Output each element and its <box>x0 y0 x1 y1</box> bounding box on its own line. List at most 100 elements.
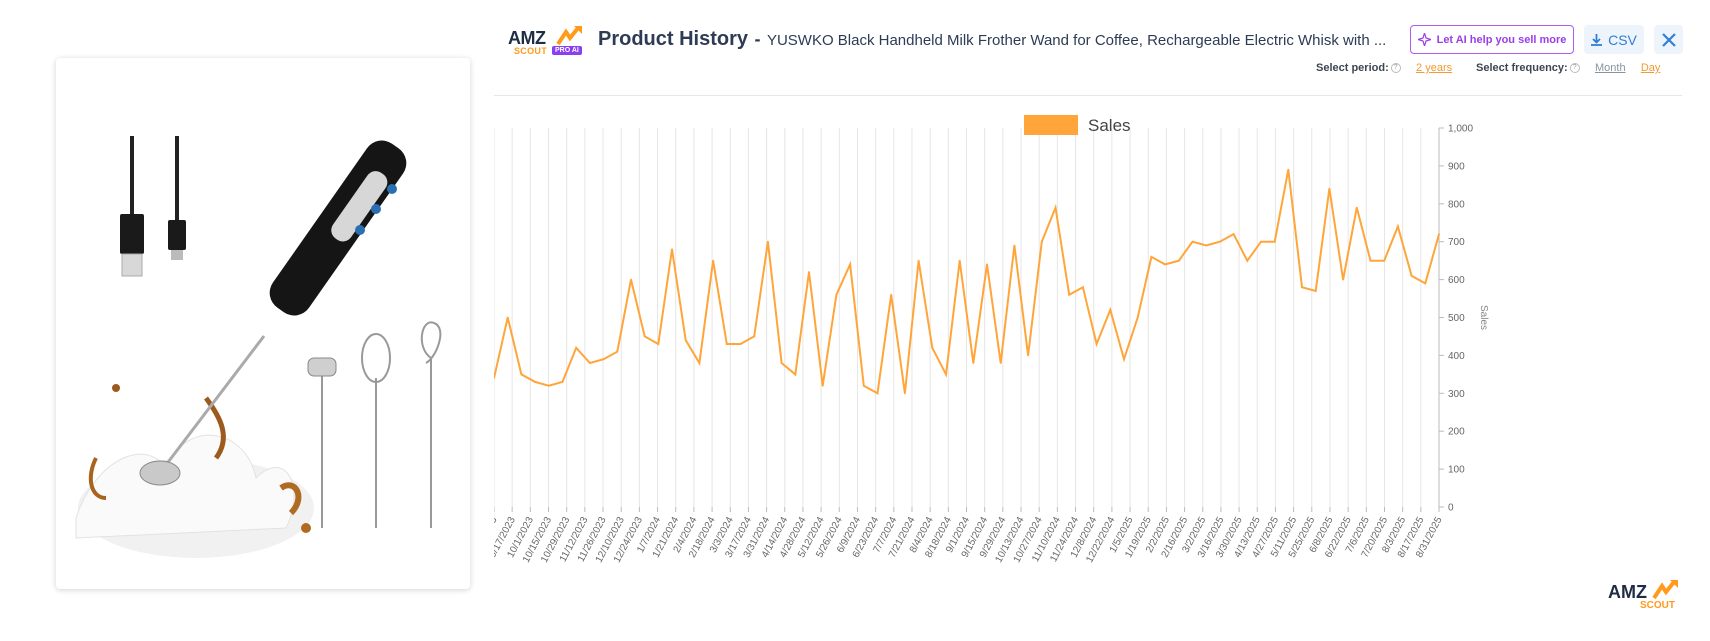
sales-data-point <box>630 278 632 281</box>
sales-data-point <box>1355 206 1358 209</box>
sales-data-point <box>1218 240 1221 243</box>
sales-data-point <box>849 263 851 266</box>
sales-data-point <box>1177 259 1180 262</box>
header-divider <box>494 95 1682 96</box>
sales-data-point <box>1095 343 1098 345</box>
y-axis-label: Sales <box>1478 305 1489 330</box>
legend-label-sales: Sales <box>1088 116 1131 135</box>
y-tick-label: 400 <box>1448 351 1465 362</box>
logo-arrow-icon <box>556 26 582 46</box>
y-axis: 0 100 200 300 400 500 600 700 800 900 1,000 <box>1438 124 1473 514</box>
close-button[interactable] <box>1654 25 1683 54</box>
sales-data-point <box>1027 354 1030 357</box>
sales-data-point <box>1301 286 1303 289</box>
amzscout-pro-ai-logo: AMZ SCOUT PRO AI <box>508 24 590 58</box>
sparkle-icon <box>1417 33 1431 46</box>
logo-text: AMZ <box>508 28 546 48</box>
sales-data-point <box>1040 240 1043 243</box>
sales-data-point <box>890 293 893 296</box>
sales-data-point <box>1123 358 1125 361</box>
sales-data-points <box>494 168 1440 395</box>
product-image-card <box>56 58 470 589</box>
sales-data-point <box>821 384 824 387</box>
page-title: Product History - YUSWKO Black Handheld … <box>598 28 1398 51</box>
sales-data-point <box>931 346 934 349</box>
page-title-main: Product History <box>598 28 749 50</box>
frequency-help-icon[interactable]: ? <box>1569 63 1580 74</box>
ai-sell-more-button[interactable]: Let AI help you sell more <box>1410 25 1574 54</box>
csv-label: CSV <box>1608 31 1637 48</box>
sales-data-point <box>494 377 495 380</box>
y-tick-label: 600 <box>1448 275 1465 286</box>
sales-data-point <box>1314 290 1317 292</box>
sales-data-point <box>602 358 605 361</box>
sales-data-point <box>712 259 715 262</box>
footer-logo-sub: SCOUT <box>1640 600 1675 611</box>
y-tick-label: 100 <box>1448 465 1465 476</box>
sales-data-point <box>767 240 769 243</box>
sales-data-point <box>1150 255 1153 258</box>
whisk-attachments-illustration <box>307 321 442 528</box>
sales-data-point <box>1068 293 1071 296</box>
sales-data-point <box>808 271 810 273</box>
y-tick-label: 1,000 <box>1448 124 1473 135</box>
sales-series-line <box>494 169 1440 395</box>
product-image <box>75 136 442 558</box>
sales-data-point <box>972 362 975 364</box>
y-tick-label: 0 <box>1448 503 1454 514</box>
sales-data-point <box>506 316 509 319</box>
sales-data-point <box>958 259 961 262</box>
frequency-option-day[interactable]: Day <box>1640 62 1661 74</box>
legend-swatch-sales <box>1024 115 1078 135</box>
sales-data-point <box>684 339 687 342</box>
sales-data-point <box>1438 233 1440 236</box>
close-icon <box>1661 32 1676 47</box>
sales-data-point <box>1246 259 1249 262</box>
sales-data-point <box>643 335 646 338</box>
chart-legend[interactable]: Sales <box>1024 115 1131 135</box>
frequency-label: Select frequency: <box>1476 62 1568 74</box>
milk-splash-illustration <box>75 384 314 558</box>
pro-ai-badge: PRO AI <box>552 46 582 55</box>
y-tick-label: 700 <box>1448 237 1465 248</box>
frequency-option-month[interactable]: Month <box>1594 62 1626 74</box>
x-axis: 9/3/20239/17/202310/1/202310/15/202310/2… <box>494 507 1445 565</box>
sales-data-point <box>999 362 1002 364</box>
ai-button-label: Let AI help you sell more <box>1436 33 1567 46</box>
sales-data-point <box>1164 263 1166 266</box>
sales-data-point <box>1287 168 1290 171</box>
y-tick-label: 800 <box>1448 199 1465 210</box>
sales-data-point <box>534 381 536 383</box>
footer-logo-text: AMZ <box>1608 582 1647 602</box>
period-option-2-years[interactable]: 2 years <box>1416 62 1453 74</box>
sales-data-point <box>671 248 673 251</box>
sales-data-point <box>794 373 797 376</box>
y-tick-label: 300 <box>1448 389 1465 400</box>
sales-data-point <box>1273 240 1276 243</box>
usb-cable-illustration <box>120 136 186 277</box>
period-help-icon[interactable]: ? <box>1390 63 1401 74</box>
sales-data-point <box>616 350 619 353</box>
sales-data-point <box>753 335 756 338</box>
sales-data-point <box>725 343 728 345</box>
sales-data-point <box>1205 244 1208 247</box>
title-separator: - <box>754 29 761 49</box>
y-tick-label: 500 <box>1448 313 1465 324</box>
sales-data-point <box>986 263 988 266</box>
csv-download-button[interactable]: CSV <box>1584 25 1644 54</box>
sales-data-point <box>1397 225 1399 228</box>
sales-data-point <box>657 343 660 345</box>
sales-data-point <box>561 381 564 383</box>
sales-data-point <box>1191 240 1194 243</box>
sales-data-point <box>547 384 550 387</box>
sales-data-point <box>1232 233 1235 236</box>
footer-logo-arrow-icon <box>1652 580 1678 600</box>
sales-data-point <box>862 384 865 387</box>
sales-data-point <box>1054 206 1057 209</box>
frequency-selector: Select frequency:? Month Day <box>1476 62 1660 74</box>
sales-data-point <box>835 293 838 296</box>
product-name: YUSWKO Black Handheld Milk Frother Wand … <box>766 32 1387 49</box>
sales-data-point <box>1342 278 1345 281</box>
sales-data-point <box>1424 282 1427 285</box>
